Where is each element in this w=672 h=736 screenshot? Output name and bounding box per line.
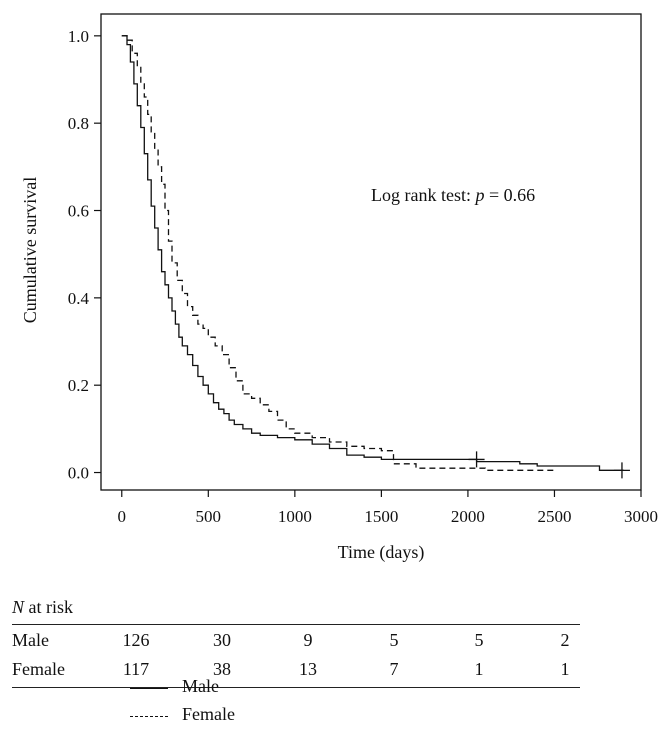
series-line-female [121,35,556,473]
censor-mark [613,462,630,479]
plot-frame [100,13,642,491]
legend: Male Female [130,676,330,736]
x-tick-label: 1000 [278,507,312,526]
risk-cell: 5 [474,630,484,650]
risk-table: Male 126 30 9 5 5 2 Female 117 38 13 7 1… [12,624,580,688]
risk-row-female: Female 117 38 13 7 1 1 [12,656,580,684]
risk-cell: 38 [213,659,231,679]
risk-cell: 1 [560,659,570,679]
y-axis-label: Cumulative survival [20,177,40,323]
risk-cell: 7 [389,659,399,679]
legend-swatch-dashed [130,716,168,717]
annotation-prefix: Log rank test: [371,185,475,205]
legend-item-female: Female [130,704,330,728]
series-line-male [121,35,624,471]
risk-row-male: Male 126 30 9 5 5 2 [12,627,580,655]
risk-row-label: Female [12,659,65,679]
risk-cell: 13 [299,659,317,679]
survival-chart: 0.0 0.2 0.4 0.6 0.8 1.0 0 500 1000 1500 2000 2500 3… [20,13,658,563]
censor-mark [468,451,485,468]
x-tick-label: 2000 [451,507,485,526]
y-tick-label: 0.2 [68,376,89,395]
x-axis-label: Time (days) [338,542,425,563]
y-tick-label: 1.0 [68,27,89,46]
y-axis: 0.0 0.2 0.4 0.6 0.8 1.0 [68,27,101,483]
risk-table-title: N at risk [12,597,73,618]
risk-cell: 1 [474,659,484,679]
legend-label: Female [182,704,235,724]
x-axis: 0 500 1000 1500 2000 2500 3000 [118,490,658,526]
risk-title-n: N [12,597,25,617]
x-tick-label: 500 [196,507,222,526]
y-tick-label: 0.4 [68,289,90,308]
risk-title-rest: at risk [24,597,74,617]
risk-row-label: Male [12,630,49,650]
x-tick-label: 0 [118,507,127,526]
risk-cell: 2 [560,630,570,650]
y-tick-label: 0.6 [68,202,89,221]
x-tick-label: 2500 [537,507,571,526]
risk-cell: 126 [122,630,150,650]
series-layer [121,35,630,479]
annotation-suffix: = 0.66 [484,185,535,205]
risk-cell: 5 [389,630,399,650]
risk-cell: 9 [303,630,313,650]
x-tick-label: 3000 [624,507,658,526]
legend-item-male: Male [130,676,330,700]
legend-swatch-solid [130,688,168,689]
risk-cell: 117 [122,659,150,679]
y-tick-label: 0.0 [68,464,89,483]
legend-label: Male [182,676,219,696]
y-tick-label: 0.8 [68,114,89,133]
risk-cell: 30 [213,630,231,650]
annotation-log-rank: Log rank test: p = 0.66 [371,185,535,205]
x-tick-label: 1500 [364,507,398,526]
annotation-p: p [473,185,484,205]
